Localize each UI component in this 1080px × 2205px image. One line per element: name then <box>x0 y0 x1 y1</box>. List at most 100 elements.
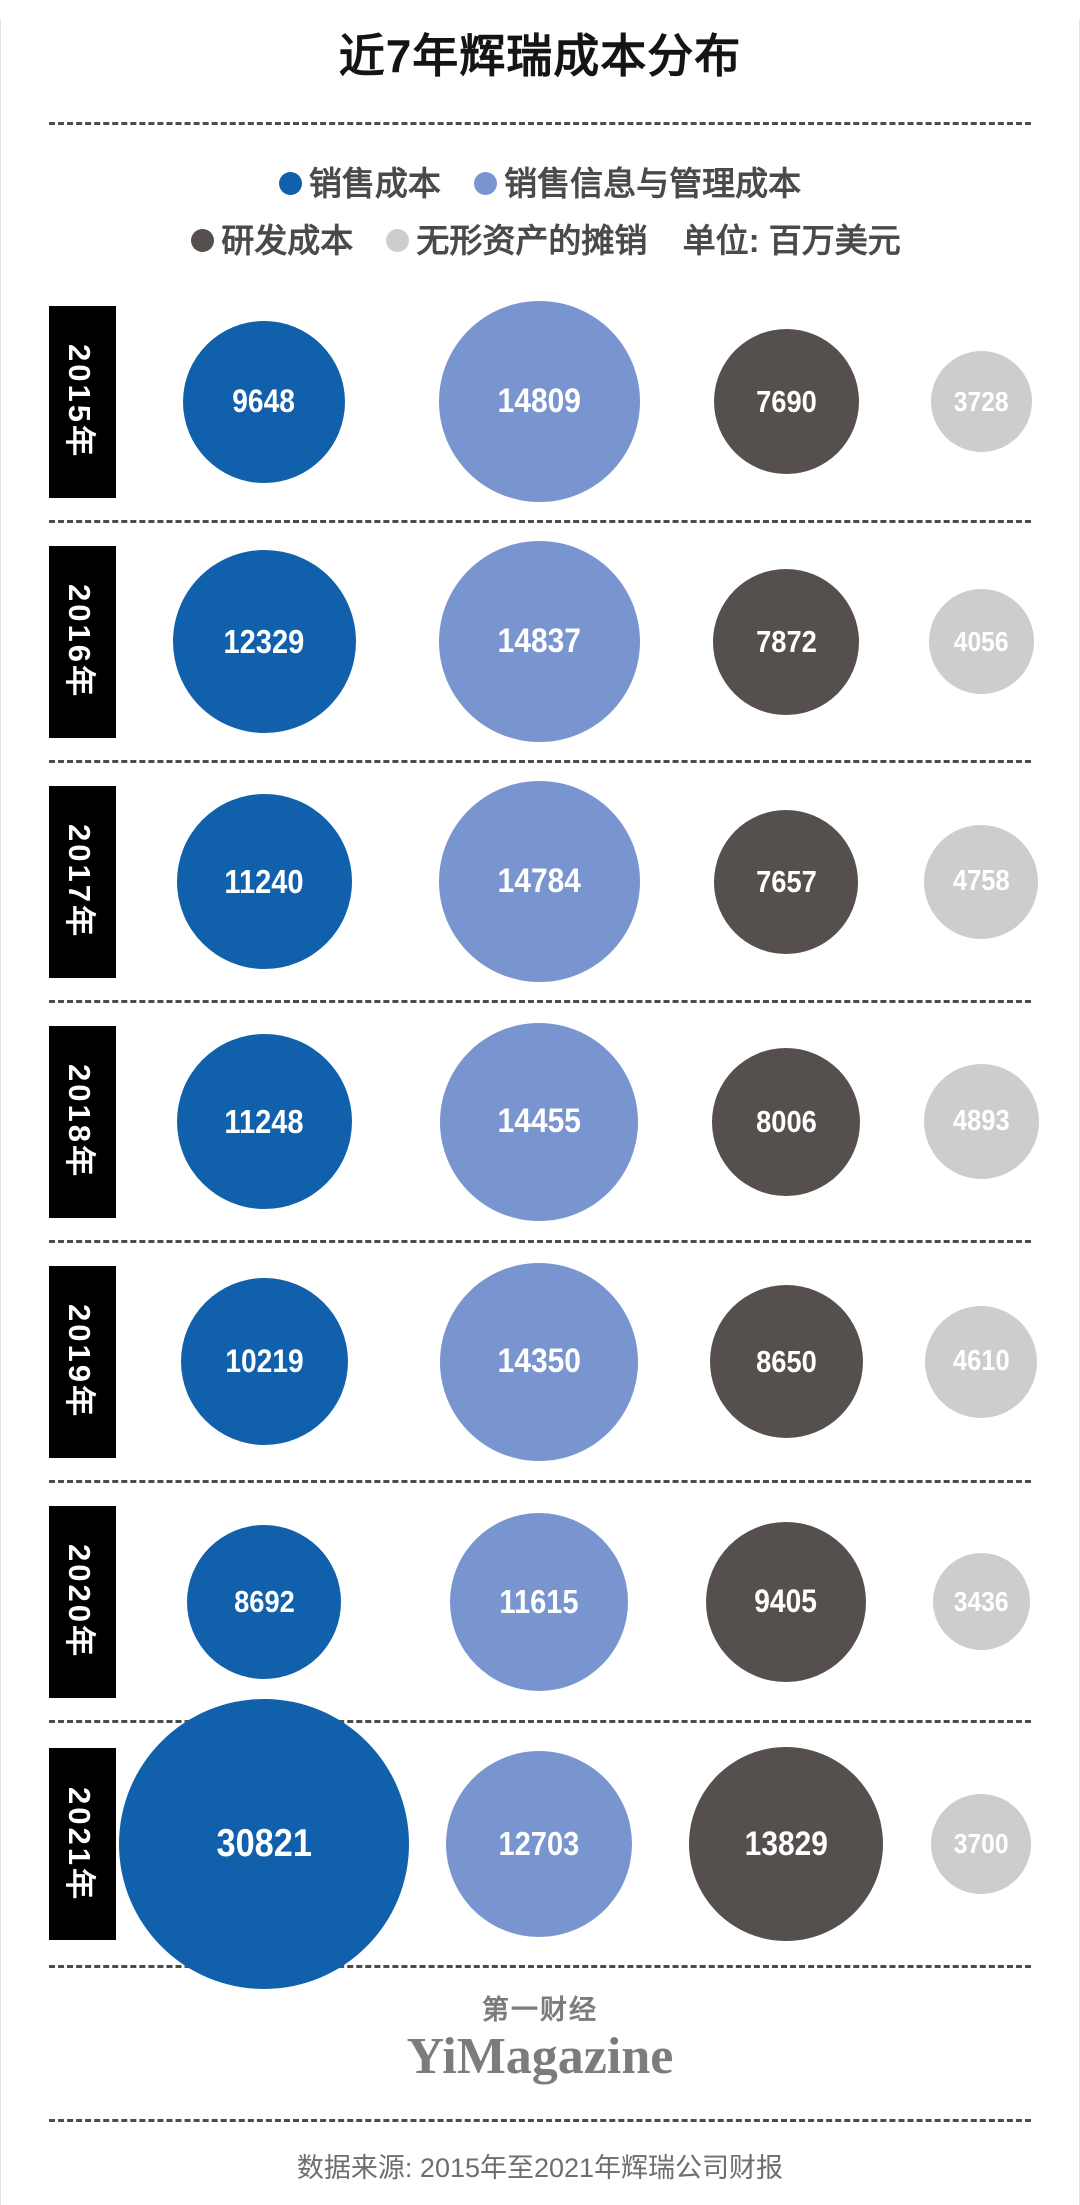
bubble-value: 4610 <box>952 1345 1010 1377</box>
bubble-销售信息与管理成本: 12703 <box>446 1751 632 1937</box>
legend-label: 销售成本 <box>308 165 441 202</box>
amortization-dot-icon <box>386 229 410 252</box>
logo-chinese: 第一财经 <box>482 1995 598 2025</box>
bubble-无形资产的摊销: 3728 <box>930 351 1032 452</box>
bubble-value: 3700 <box>953 1828 1009 1859</box>
bubble-销售成本: 11240 <box>176 794 352 969</box>
year-label: 2019年 <box>62 1304 97 1419</box>
unit-label: 单位: 百万美元 <box>682 222 901 259</box>
page-title: 近7年辉瑞成本分布 <box>338 30 742 82</box>
legend-label: 销售信息与管理成本 <box>504 165 802 202</box>
bubble-销售信息与管理成本: 14809 <box>438 301 640 502</box>
bubble-value: 12703 <box>498 1825 580 1862</box>
year-tag: 2018年 <box>49 1025 116 1218</box>
bubble-销售信息与管理成本: 14837 <box>438 541 640 742</box>
bubble-无形资产的摊销: 4056 <box>928 589 1034 694</box>
year-label: 2020年 <box>62 1544 97 1659</box>
bubble-无形资产的摊销: 3436 <box>932 1553 1030 1650</box>
bubble-value: 14784 <box>497 862 581 900</box>
bubble-value: 10219 <box>224 1343 304 1379</box>
bubble-销售成本: 30821 <box>119 1699 409 1989</box>
year-tag: 2015年 <box>49 305 116 498</box>
bubble-value: 8006 <box>755 1103 817 1139</box>
bubble-销售成本: 9648 <box>183 320 345 483</box>
bubble-销售成本: 10219 <box>180 1278 348 1445</box>
chart-row-2015年: 2015年 9648 14809 7690 3728 <box>49 283 1032 523</box>
bubble-value: 8650 <box>755 1343 817 1379</box>
bubble-销售成本: 8692 <box>187 1524 341 1679</box>
bubble-研发成本: 13829 <box>689 1747 883 1941</box>
bubble-chart: 2015年 9648 14809 7690 3728 2016年 12329 14837 787… <box>49 283 1039 1989</box>
chart-row-2018年: 2018年 11248 14455 8006 4893 <box>49 1003 1039 1243</box>
chart-legend: 销售成本 销售信息与管理成本 研发成本 无形资产的摊销 单位: 百万美元 <box>1 155 1079 269</box>
chart-row-2016年: 2016年 12329 14837 7872 4056 <box>49 523 1034 763</box>
rd-cost-dot-icon <box>191 229 215 252</box>
bubble-研发成本: 7657 <box>714 809 858 954</box>
bubble-value: 7657 <box>755 863 817 899</box>
legend-label: 无形资产的摊销 <box>416 222 648 259</box>
year-tag: 2019年 <box>49 1265 116 1458</box>
bubble-value: 14455 <box>497 1102 581 1140</box>
year-label: 2017年 <box>62 824 97 939</box>
year-tag: 2017年 <box>49 785 116 978</box>
footer-separator <box>49 2118 1031 2122</box>
bubble-研发成本: 7872 <box>713 568 859 715</box>
sga-cost-dot-icon <box>474 172 498 195</box>
bubble-value: 3728 <box>953 385 1009 417</box>
sales-cost-dot-icon <box>278 172 302 195</box>
year-label: 2016年 <box>62 584 97 699</box>
legend-label: 研发成本 <box>221 222 354 259</box>
year-tag: 2021年 <box>49 1748 116 1940</box>
bubble-value: 14350 <box>497 1342 581 1380</box>
bubble-研发成本: 8006 <box>712 1047 860 1196</box>
bubble-value: 11615 <box>499 1582 579 1620</box>
bubble-value: 13829 <box>744 1824 828 1863</box>
bubble-value: 14809 <box>497 382 581 420</box>
legend-item-sales-cost: 销售成本 <box>278 155 441 212</box>
bubble-value: 3436 <box>953 1585 1009 1617</box>
year-tag: 2020年 <box>49 1505 116 1698</box>
bubble-value: 4893 <box>952 1105 1010 1137</box>
bubble-销售信息与管理成本: 14784 <box>438 781 640 982</box>
bubble-研发成本: 9405 <box>706 1521 866 1682</box>
bubble-销售信息与管理成本: 11615 <box>450 1512 628 1691</box>
bubble-销售信息与管理成本: 14455 <box>440 1022 638 1221</box>
chart-row-2021年: 2021年 30821 12703 13829 3700 <box>49 1699 1031 1989</box>
bubble-value: 7690 <box>755 383 817 419</box>
bubble-销售成本: 11248 <box>176 1034 352 1209</box>
legend-item-sga-cost: 销售信息与管理成本 <box>474 155 801 212</box>
bubble-value: 30821 <box>216 1822 312 1865</box>
bubble-value: 11248 <box>224 1102 304 1140</box>
bubble-value: 12329 <box>223 622 305 660</box>
bubble-value: 7872 <box>755 623 817 659</box>
year-tag: 2016年 <box>49 545 116 738</box>
bubble-value: 4056 <box>953 625 1009 657</box>
bubble-value: 11240 <box>224 862 304 900</box>
source-note: 数据来源: 2015年至2021年辉瑞公司财报 <box>296 2152 784 2183</box>
bubble-value: 8692 <box>233 1583 295 1619</box>
logo-english: YiMagazine <box>406 2027 674 2085</box>
legend-line-2: 研发成本 无形资产的摊销 单位: 百万美元 <box>1 212 1079 269</box>
bubble-销售成本: 12329 <box>172 550 356 733</box>
chart-row-2017年: 2017年 11240 14784 7657 4758 <box>49 763 1038 1003</box>
bubble-无形资产的摊销: 4758 <box>924 824 1038 939</box>
legend-line-1: 销售成本 销售信息与管理成本 <box>1 155 1079 212</box>
bubble-value: 9648 <box>232 383 296 419</box>
year-label: 2018年 <box>62 1064 97 1179</box>
bubble-无形资产的摊销: 4893 <box>923 1064 1039 1179</box>
chart-row-2020年: 2020年 8692 11615 9405 3436 <box>49 1483 1031 1723</box>
chart-row-2019年: 2019年 10219 14350 8650 4610 <box>49 1243 1037 1483</box>
bubble-value: 9405 <box>754 1583 818 1619</box>
bubble-value: 14837 <box>497 622 581 660</box>
bubble-无形资产的摊销: 3700 <box>931 1794 1031 1894</box>
bubble-销售信息与管理成本: 14350 <box>440 1262 638 1461</box>
year-label: 2015年 <box>62 344 97 459</box>
bubble-研发成本: 7690 <box>713 329 859 474</box>
year-label: 2021年 <box>62 1786 97 1902</box>
bubble-研发成本: 8650 <box>709 1285 863 1438</box>
legend-item-rd-cost: 研发成本 <box>191 212 353 269</box>
footer-logo: 第一财经 YiMagazine <box>1 1995 1079 2085</box>
bubble-无形资产的摊销: 4610 <box>925 1305 1037 1418</box>
legend-item-amortization: 无形资产的摊销 <box>386 212 647 269</box>
bubble-value: 4758 <box>952 865 1010 897</box>
